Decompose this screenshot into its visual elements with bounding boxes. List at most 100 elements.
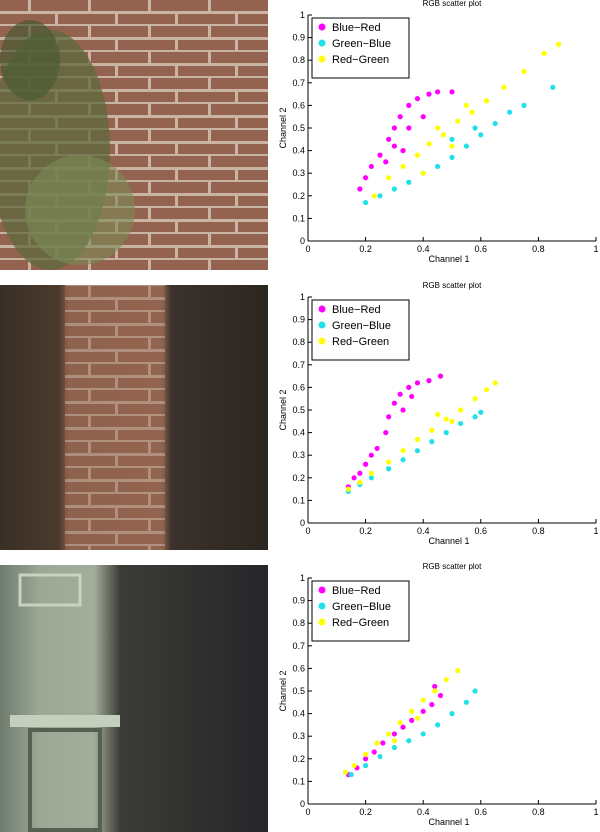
point bbox=[435, 722, 441, 728]
point bbox=[469, 109, 475, 115]
point bbox=[432, 683, 438, 690]
x-axis-label: Channel 1 bbox=[428, 817, 469, 827]
point bbox=[443, 416, 449, 422]
point bbox=[368, 452, 374, 458]
point bbox=[521, 102, 527, 108]
point bbox=[380, 740, 386, 746]
y-tick-label: 0.5 bbox=[292, 405, 305, 415]
point bbox=[455, 668, 461, 674]
point bbox=[414, 436, 421, 442]
x-tick-label: 0.2 bbox=[359, 807, 372, 817]
point bbox=[478, 409, 484, 415]
point bbox=[383, 430, 389, 436]
point bbox=[391, 143, 397, 149]
point bbox=[391, 738, 397, 744]
y-tick-label: 0.6 bbox=[292, 663, 305, 673]
y-tick-label: 0.3 bbox=[292, 168, 305, 178]
point bbox=[391, 125, 397, 131]
scatter-chart: RGB scatter plot 0 0.1 0.2 0.3 0.4 0.5 0.6 0.7 0.… bbox=[278, 0, 599, 264]
y-tick-label: 0.2 bbox=[292, 191, 305, 201]
legend-label: Green−Blue bbox=[332, 320, 391, 332]
legend-label: Green−Blue bbox=[332, 38, 391, 50]
point bbox=[501, 84, 507, 90]
x-tick-label: 0.4 bbox=[417, 807, 430, 817]
point bbox=[409, 393, 415, 400]
legend-marker bbox=[318, 39, 326, 47]
y-tick-label: 1 bbox=[300, 10, 305, 20]
point bbox=[348, 772, 354, 778]
point bbox=[483, 98, 490, 104]
point bbox=[437, 373, 444, 379]
point bbox=[406, 384, 412, 390]
point bbox=[426, 91, 432, 97]
point bbox=[429, 427, 435, 433]
point bbox=[440, 132, 446, 138]
legend-marker bbox=[318, 618, 326, 626]
point bbox=[449, 418, 455, 424]
point bbox=[400, 724, 406, 730]
legend-label: Red−Green bbox=[332, 336, 389, 348]
y-tick-label: 0.7 bbox=[292, 78, 305, 88]
y-tick-label: 0.4 bbox=[292, 428, 305, 438]
y-tick-label: 0.5 bbox=[292, 123, 305, 133]
point bbox=[406, 179, 412, 185]
x-tick-label: 0.8 bbox=[532, 244, 545, 254]
point bbox=[351, 762, 357, 769]
point bbox=[507, 109, 513, 115]
legend-box bbox=[311, 580, 410, 642]
point bbox=[357, 186, 363, 192]
point bbox=[435, 89, 441, 95]
y-tick-label: 0 bbox=[300, 799, 305, 809]
point bbox=[363, 199, 369, 206]
y-tick-label: 0.8 bbox=[292, 337, 305, 347]
point bbox=[391, 186, 397, 192]
point bbox=[391, 744, 397, 751]
x-tick-label: 0.4 bbox=[417, 244, 430, 254]
legend-marker bbox=[318, 586, 326, 594]
point bbox=[406, 738, 412, 744]
point bbox=[429, 701, 435, 708]
point bbox=[472, 414, 478, 420]
y-tick-label: 0.7 bbox=[292, 360, 305, 370]
x-tick-label: 0.6 bbox=[475, 244, 488, 254]
y-tick-label: 0.4 bbox=[292, 146, 305, 156]
point bbox=[409, 717, 415, 723]
point bbox=[443, 677, 449, 683]
legend-marker bbox=[318, 321, 326, 329]
y-tick-label: 0.2 bbox=[292, 754, 305, 764]
legend-label: Blue−Red bbox=[332, 22, 381, 34]
point bbox=[357, 470, 363, 476]
point bbox=[391, 400, 397, 406]
y-tick-label: 0.9 bbox=[292, 315, 305, 325]
point bbox=[386, 459, 392, 465]
y-tick-label: 0.6 bbox=[292, 382, 305, 392]
point bbox=[414, 152, 421, 158]
scatter-chart: RGB scatter plot 0 0.1 0.2 0.3 0.4 0.5 0.6 0.7 0.… bbox=[278, 281, 599, 546]
legend-marker bbox=[318, 337, 326, 345]
point bbox=[377, 193, 383, 199]
point bbox=[368, 163, 374, 170]
point bbox=[363, 175, 369, 181]
y-tick-label: 0.2 bbox=[292, 473, 305, 483]
y-tick-label: 0.8 bbox=[292, 618, 305, 628]
point bbox=[363, 461, 369, 467]
legend-marker bbox=[318, 305, 326, 313]
point bbox=[463, 699, 469, 705]
point bbox=[383, 159, 389, 165]
point bbox=[391, 731, 397, 737]
y-tick-label: 0.1 bbox=[292, 776, 305, 786]
point bbox=[377, 152, 383, 158]
point bbox=[414, 380, 421, 386]
point bbox=[420, 731, 426, 737]
point bbox=[472, 688, 478, 694]
chart-title: RGB scatter plot bbox=[423, 281, 482, 290]
y-axis-label: Channel 2 bbox=[278, 670, 288, 711]
point bbox=[400, 407, 406, 413]
point bbox=[492, 120, 498, 127]
y-tick-label: 0 bbox=[300, 518, 305, 528]
point bbox=[483, 387, 490, 393]
y-tick-label: 0.6 bbox=[292, 100, 305, 110]
legend-label: Green−Blue bbox=[332, 601, 391, 613]
point bbox=[345, 486, 351, 492]
